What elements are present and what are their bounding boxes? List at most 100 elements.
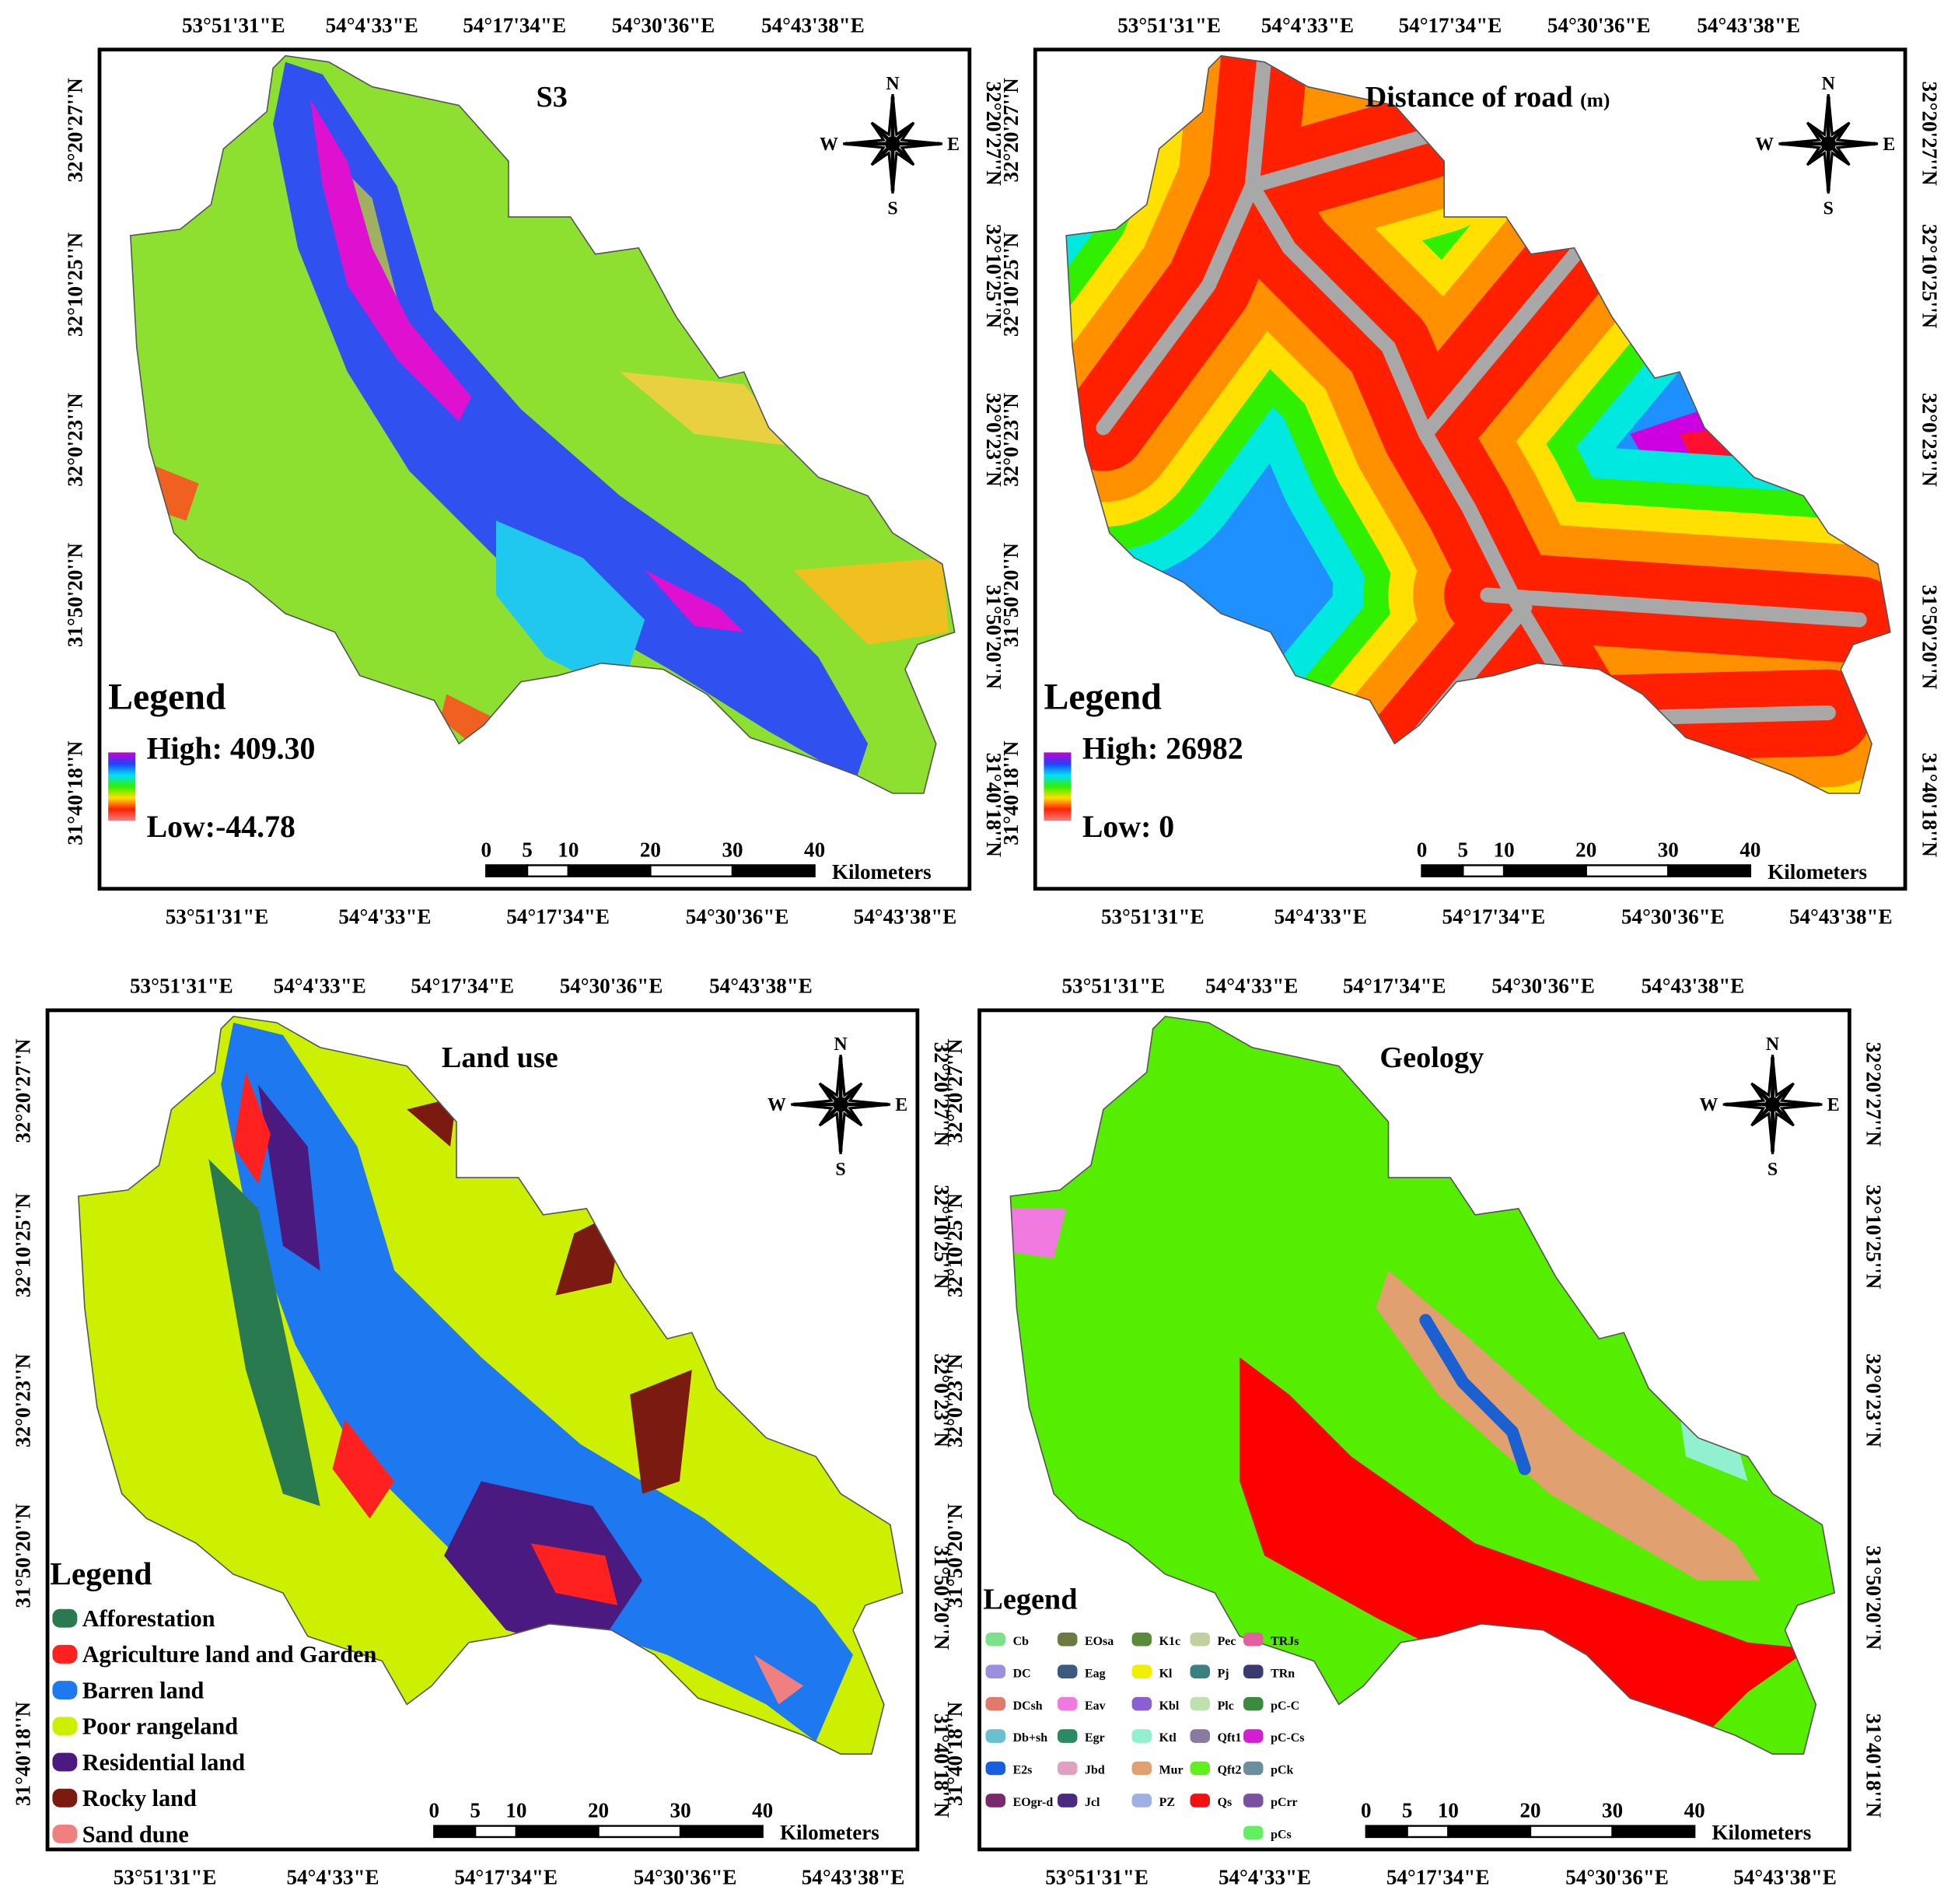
map-patch (753, 1654, 804, 1705)
map-band (309, 99, 472, 422)
legend-label: Pec (1218, 1635, 1236, 1648)
compass-ray (872, 123, 894, 145)
legend-label: pC-Cs (1271, 1731, 1304, 1745)
legend-swatch (1057, 1664, 1078, 1678)
latitude-label: 32°10'25''N (982, 224, 1005, 329)
legend-swatch (52, 1788, 78, 1808)
compass-label: E (895, 1095, 907, 1115)
legend-label: TRn (1271, 1667, 1295, 1680)
map-band (221, 1022, 853, 1742)
legend-swatch (1057, 1729, 1078, 1743)
legend-ramp (1044, 752, 1072, 821)
legend-title: Legend (108, 677, 226, 718)
scale-label: 40 (752, 1798, 773, 1822)
longitude-label: 53°51'31"E (166, 905, 269, 928)
legend-swatch (1190, 1664, 1210, 1678)
longitude-label: 54°4'33"E (286, 1866, 379, 1889)
latitude-label: 32°20'27''N (1862, 1042, 1886, 1147)
region-outline (1009, 1016, 1836, 1755)
legend-swatch (52, 1717, 78, 1736)
map-band (645, 570, 744, 632)
compass-ray (1807, 123, 1830, 145)
legend-label: K1c (1159, 1635, 1180, 1648)
map-band (1419, 1314, 1531, 1475)
scale-segment (1447, 1825, 1532, 1839)
longitude-label: 54°4'33"E (326, 13, 418, 37)
longitude-label: 54°43'38"E (1789, 905, 1893, 928)
legend-label: Pj (1218, 1667, 1229, 1680)
latitude-label: 32°20'27''N (12, 1038, 35, 1143)
legend-label: Afforestation (82, 1605, 215, 1632)
legend-label: Ktl (1159, 1731, 1177, 1745)
legend-swatch (52, 1644, 78, 1664)
title-space (1573, 81, 1581, 114)
map-panel: Geology 53°51'31"E 54°4'33"E 54°17'34"E 54°3… (943, 975, 1885, 1889)
compass-label: N (834, 1034, 847, 1055)
map-area (130, 55, 955, 793)
longitude-label: 54°30'36"E (634, 1866, 737, 1889)
longitude-label: 53°51'31"E (1117, 13, 1221, 37)
longitude-label: 54°30'36"E (686, 905, 789, 928)
latitude-label: 32°20'27''N (930, 1042, 953, 1147)
legend-swatch (1057, 1794, 1078, 1808)
scale-label: 20 (588, 1798, 609, 1822)
map-base (1010, 1016, 1835, 1755)
map-patch (208, 1159, 320, 1507)
longitude-label: 54°43'38"E (854, 905, 957, 928)
legend-label: Mur (1159, 1764, 1184, 1777)
scale-label: 5 (522, 838, 533, 861)
legend-swatch (1131, 1794, 1152, 1808)
map-area (78, 1016, 903, 1755)
map-patch (1010, 1208, 1067, 1258)
scale-label: 20 (1575, 838, 1596, 861)
legend-swatch (1131, 1664, 1152, 1678)
longitude-label: 54°43'38"E (761, 13, 865, 37)
legend-label: E2s (1013, 1764, 1033, 1777)
scale-label: 0 (1417, 838, 1428, 861)
latitude-label: 32°0'23''N (943, 1353, 967, 1447)
longitude-label: 54°17'34"E (411, 975, 514, 998)
legend-label: PZ (1159, 1796, 1175, 1809)
legend-label: pC-C (1271, 1699, 1299, 1713)
latitude-label: 31°40'18''N (64, 740, 87, 845)
longitude-label: 53°51'31"E (130, 975, 233, 998)
latitude-label: 31°50'20''N (12, 1503, 35, 1608)
legend-swatch (985, 1761, 1006, 1776)
compass-label: S (1767, 1160, 1778, 1180)
map-patch (407, 1097, 456, 1147)
scale-label: 5 (470, 1798, 481, 1822)
latitude-label: 32°10'25''N (1862, 1185, 1886, 1290)
compass-label: S (835, 1160, 845, 1180)
legend-label: pCrr (1271, 1796, 1298, 1809)
compass-label: W (1755, 135, 1774, 155)
map-band (1239, 1357, 1810, 1755)
compass-label: E (1827, 1095, 1840, 1115)
compass-label: N (1766, 1034, 1779, 1055)
scale-segment (1502, 864, 1587, 877)
compass-ray (872, 142, 894, 165)
latitude-label: 32°0'23''N (982, 393, 1005, 487)
map-patch (332, 1419, 395, 1519)
scale-segment (433, 1825, 477, 1839)
scale-segment (1585, 864, 1670, 877)
legend-swatch (52, 1825, 78, 1843)
legend-high: High: 26982 (1082, 730, 1243, 765)
latitude-label: 31°50'20''N (999, 543, 1023, 648)
scale-label: 5 (1458, 838, 1469, 861)
compass-ray (1827, 123, 1849, 145)
latitude-label: 32°0'23''N (999, 393, 1023, 487)
map-frame (97, 47, 972, 891)
compass-ray (1752, 1103, 1774, 1125)
longitude-label: 54°17'34"E (506, 905, 610, 928)
scale-segment (1611, 1825, 1696, 1839)
legend-label: Cb (1013, 1635, 1029, 1648)
road-buffer (1244, 128, 1433, 194)
latitude-label: 31°50'20''N (64, 543, 87, 648)
title-unit: (m) (1580, 89, 1610, 111)
scale-label: 20 (640, 838, 661, 861)
scale-segment (649, 864, 734, 877)
scale-label: 40 (804, 838, 825, 861)
longitude-label: 54°43'38"E (1733, 1866, 1837, 1889)
longitude-label: 54°30'36"E (560, 975, 663, 998)
